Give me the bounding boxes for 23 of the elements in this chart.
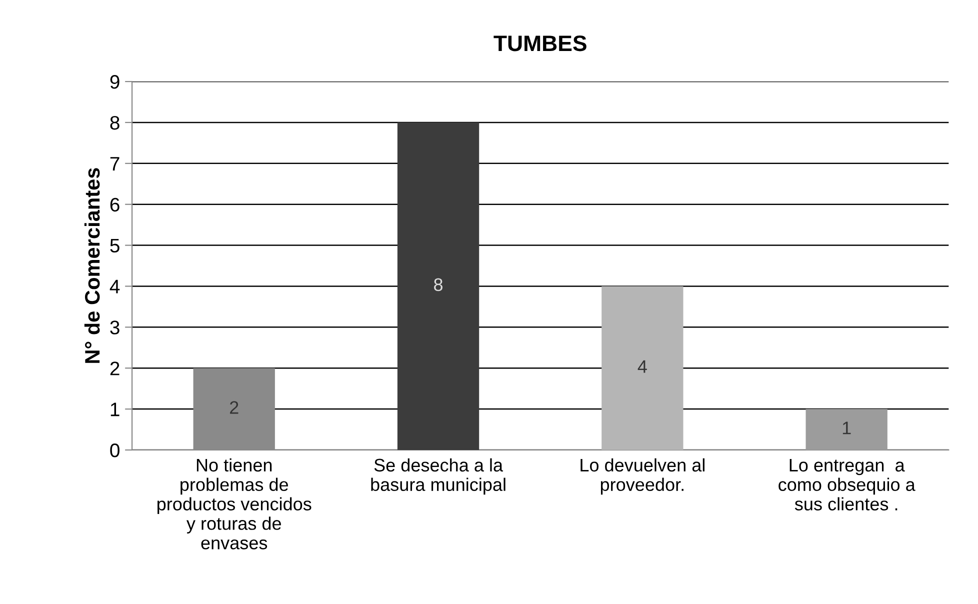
y-tick-label: 8 [110,116,120,130]
bar [602,286,684,450]
data-label: 2 [230,401,238,414]
x-tick-label: Lo devuelven al proveedor. [580,458,704,495]
y-tick-label: 7 [110,157,120,170]
y-tick-label: 0 [110,443,120,458]
y-tick-label: 9 [110,75,120,89]
bar [806,409,888,450]
y-axis-title: N° de Comerciantes [84,168,100,363]
data-label: 1 [842,422,851,434]
y-tick-label: 3 [110,320,120,334]
data-label: 4 [638,360,647,373]
x-tick-label: Lo entregan a como obsequio a sus clientes . [778,458,916,510]
bar [397,122,480,450]
x-tick-label: No tienen problemas de productos vencidos y roturas de envases [157,458,312,550]
y-tick-label: 4 [110,280,120,294]
data-label: 8 [434,278,442,292]
y-tick-label: 2 [110,362,120,376]
y-tick-label: 6 [110,198,120,212]
x-tick-label: Se desecha a la basura municipal [371,458,506,495]
y-tick-label: 1 [110,402,120,416]
chart-title: TUMBES [494,35,586,52]
y-tick-label: 5 [110,238,120,253]
